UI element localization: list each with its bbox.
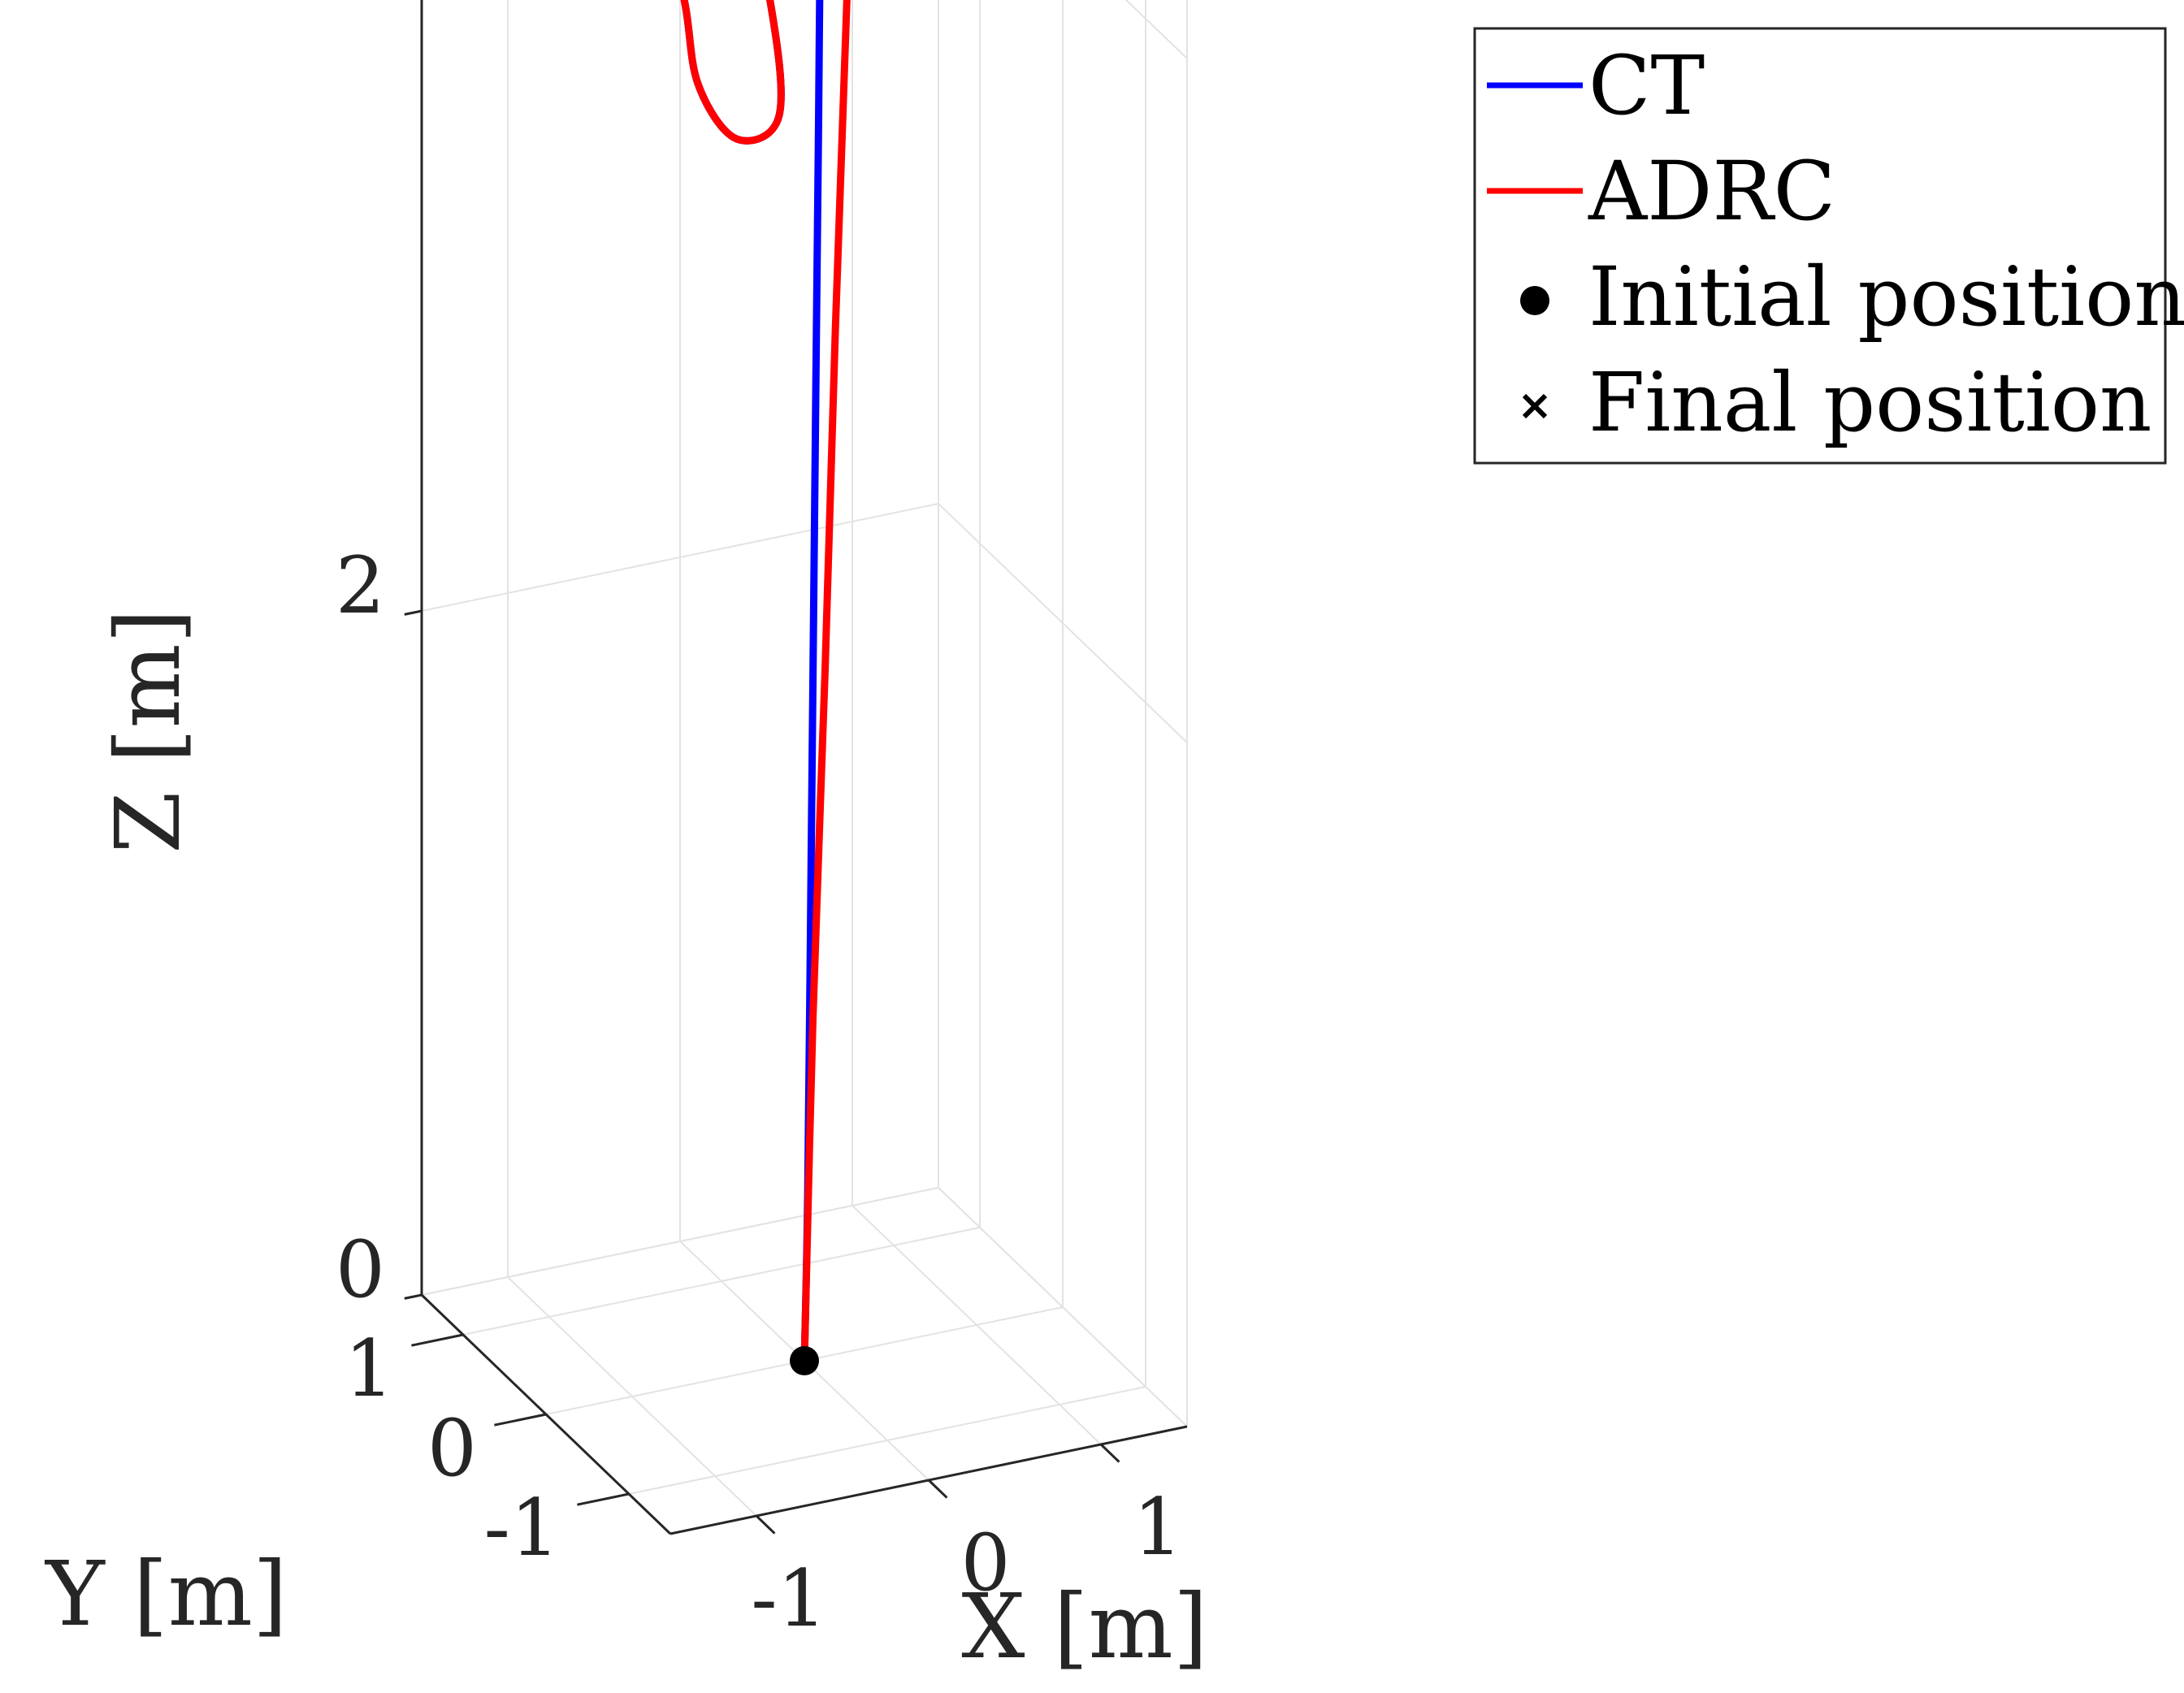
y-tick-label: -1 [483, 1483, 560, 1574]
x-axis-label: X [m] [961, 1574, 1207, 1678]
y-axis-tick [577, 1492, 630, 1506]
tick-labels: -101-1010246 [336, 540, 1183, 1644]
x-tick-label: 1 [1133, 1482, 1182, 1573]
x-tick-label: 0 [960, 1518, 1010, 1609]
legend-box [1473, 27, 2167, 465]
grid-line-wall-yz-horizontal [938, 503, 1188, 743]
x-tick-label: -1 [751, 1553, 827, 1644]
initial-position-marker [790, 1346, 819, 1375]
legend-initial-label: Initial position [1588, 249, 2184, 344]
box-edge-floor-right [938, 1187, 1188, 1427]
y-tick-label: 1 [344, 1323, 394, 1414]
z-tick-label: 2 [336, 540, 385, 631]
grid-line-floor-y [628, 1386, 1146, 1495]
y-axis-tick [411, 1333, 464, 1347]
grid-line-wall-yz-horizontal [1124, 0, 1188, 59]
y-tick-label: 0 [427, 1403, 477, 1494]
box-edge-floor-back [421, 1187, 939, 1296]
z-axis-tick [404, 609, 422, 616]
legend-final-marker [1522, 393, 1548, 419]
legend-adrc-label: ADRC [1588, 144, 1835, 239]
y-axis-tick [494, 1413, 547, 1427]
legend: CT ADRC Initial position Final position [1473, 27, 2184, 465]
position-markers [790, 1346, 819, 1375]
axes-lines [404, 0, 1188, 1535]
legend-ct-label: CT [1588, 38, 1705, 133]
y-axis-label: Y [m] [44, 1542, 288, 1646]
trajectory-ct [680, 0, 824, 1365]
grid-line-wall-xz-horizontal [421, 503, 939, 612]
trajectory-adrc [680, 0, 851, 1365]
x-axis-tick [927, 1479, 948, 1499]
z-axis-tick [404, 1293, 422, 1300]
x-axis-tick [755, 1514, 776, 1535]
z-tick-label: 0 [336, 1224, 385, 1315]
x-axis-tick [1099, 1443, 1120, 1463]
grid-line-floor-y [462, 1227, 981, 1336]
legend-initial-marker [1520, 286, 1549, 315]
trajectory-series [680, 0, 851, 1365]
legend-final-label: Final position [1588, 355, 2152, 450]
z-axis-label: Z [m] [96, 608, 200, 854]
